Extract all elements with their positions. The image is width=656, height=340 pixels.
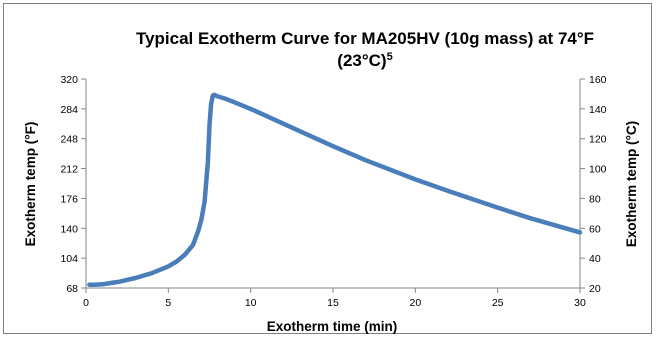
- chart-title-superscript: 5: [387, 51, 393, 63]
- y2-tick-label: 20: [589, 283, 601, 295]
- ticks-group: 0 5 10 15 20 25 30 68 104 140 176 212 248 284 320 20 40 6…: [60, 74, 606, 309]
- x-tick-label: 10: [245, 297, 257, 309]
- chart-frame: Typical Exotherm Curve for MA205HV (10g …: [3, 3, 652, 334]
- y2-tick-label: 60: [589, 223, 601, 235]
- x-tick-label: 25: [492, 297, 504, 309]
- y2-tick-label: 80: [589, 193, 601, 205]
- x-tick-label: 20: [409, 297, 421, 309]
- exotherm-chart: Typical Exotherm Curve for MA205HV (10g …: [23, 29, 639, 334]
- x-tick-label: 30: [574, 297, 586, 309]
- y-tick-label: 140: [60, 223, 78, 235]
- y2-axis-title: Exotherm temp (°C): [624, 121, 639, 247]
- y2-tick-label: 120: [589, 134, 607, 146]
- y2-tick-label: 40: [589, 253, 601, 265]
- axes-group: [85, 79, 581, 289]
- y-axis-title: Exotherm temp (°F): [23, 122, 38, 247]
- x-tick-label: 15: [327, 297, 339, 309]
- exotherm-series-line: [87, 92, 583, 287]
- y-tick-label: 212: [60, 164, 78, 176]
- x-tick-label: 0: [83, 297, 89, 309]
- y2-tick-label: 160: [589, 74, 607, 86]
- y-tick-label: 68: [66, 283, 78, 295]
- y-tick-label: 104: [60, 253, 78, 265]
- chart-title-line2: (23°C)5: [337, 51, 392, 70]
- y2-tick-label: 100: [589, 164, 607, 176]
- series-group: [87, 92, 583, 287]
- x-axis-title: Exotherm time (min): [267, 319, 398, 334]
- chart-title-line1: Typical Exotherm Curve for MA205HV (10g …: [136, 29, 594, 48]
- y-tick-label: 176: [60, 193, 78, 205]
- chart-title-line2-text: (23°C): [337, 51, 386, 70]
- x-tick-label: 5: [165, 297, 171, 309]
- y-tick-label: 248: [60, 134, 78, 146]
- y-tick-label: 284: [60, 104, 78, 116]
- y-tick-label: 320: [60, 74, 78, 86]
- y2-tick-label: 140: [589, 104, 607, 116]
